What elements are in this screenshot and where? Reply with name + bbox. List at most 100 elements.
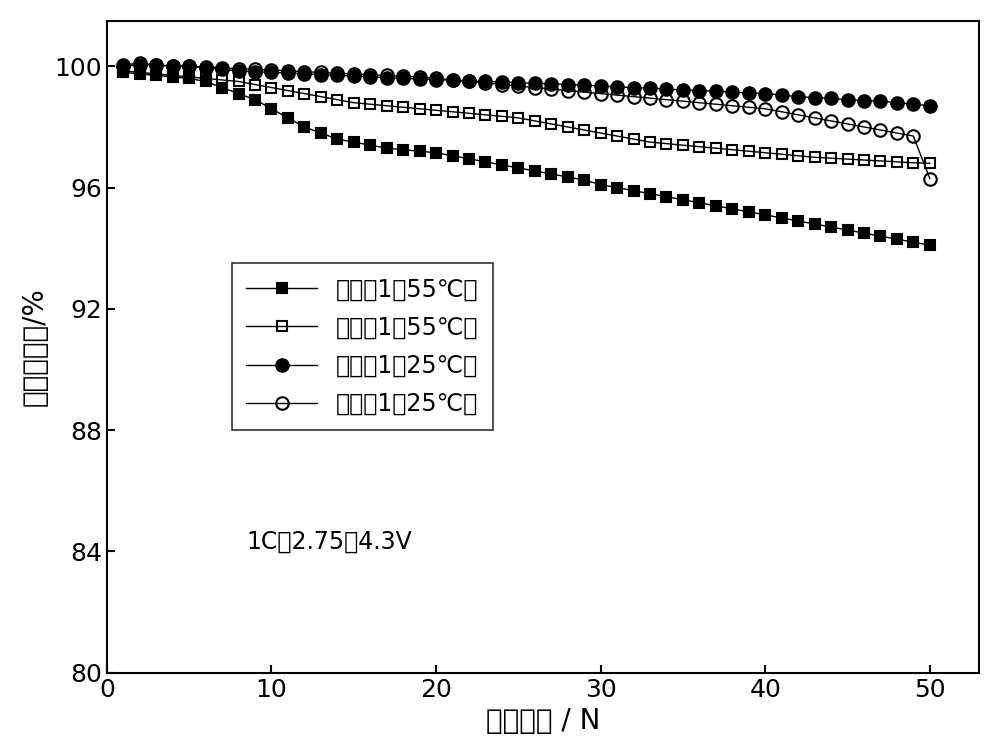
实施例1（25℃） (150, 60, 162, 70)
参照例1（25℃） (348, 72, 360, 81)
X-axis label: 循环圈数 / N: 循环圈数 / N (486, 707, 600, 735)
参照例1（55℃） (331, 135, 343, 144)
Line: 参照例1（55℃）: 参照例1（55℃） (118, 67, 935, 250)
实施例1（55℃） (348, 98, 360, 107)
参照例1（55℃） (150, 71, 162, 80)
实施例1（55℃） (874, 156, 886, 166)
实施例1（55℃） (315, 92, 327, 101)
实施例1（25℃） (660, 95, 672, 104)
实施例1（25℃） (282, 67, 294, 76)
参照例1（25℃） (611, 82, 623, 91)
实施例1（25℃） (611, 91, 623, 100)
参照例1（55℃） (298, 122, 310, 132)
参照例1（25℃） (134, 60, 146, 70)
参照例1（25℃） (578, 81, 590, 90)
参照例1（55℃） (644, 189, 656, 198)
参照例1（55℃） (677, 195, 689, 204)
实施例1（25℃） (677, 97, 689, 106)
实施例1（25℃） (348, 70, 360, 79)
参照例1（55℃） (743, 207, 755, 216)
参照例1（25℃） (315, 70, 327, 79)
参照例1（25℃） (874, 97, 886, 106)
实施例1（55℃） (298, 89, 310, 98)
参照例1（55℃） (200, 77, 212, 86)
实施例1（25℃） (858, 122, 870, 132)
实施例1（25℃） (545, 85, 557, 94)
参照例1（25℃） (496, 78, 508, 87)
实施例1（55℃） (414, 104, 426, 113)
参照例1（25℃） (265, 68, 277, 77)
参照例1（55℃） (479, 157, 491, 166)
参照例1（55℃） (216, 83, 228, 92)
参照例1（25℃） (117, 62, 129, 71)
参照例1（55℃） (611, 183, 623, 192)
实施例1（55℃） (216, 76, 228, 85)
Line: 实施例1（55℃）: 实施例1（55℃） (118, 66, 935, 168)
实施例1（25℃） (874, 125, 886, 135)
实施例1（25℃） (825, 116, 837, 125)
实施例1（55℃） (463, 109, 475, 118)
实施例1（55℃） (562, 122, 574, 132)
实施例1（25℃） (710, 100, 722, 109)
实施例1（25℃） (628, 92, 640, 101)
实施例1（25℃） (891, 129, 903, 138)
实施例1（55℃） (529, 116, 541, 125)
参照例1（25℃） (545, 79, 557, 88)
实施例1（55℃） (117, 67, 129, 76)
实施例1（55℃） (512, 113, 524, 122)
参照例1（25℃） (331, 71, 343, 80)
实施例1（55℃） (233, 77, 245, 86)
参照例1（55℃） (578, 175, 590, 184)
Y-axis label: 容量保持率/%: 容量保持率/% (21, 287, 49, 406)
参照例1（55℃） (430, 148, 442, 157)
实施例1（55℃） (907, 158, 919, 167)
参照例1（25℃） (660, 85, 672, 94)
参照例1（25℃） (430, 75, 442, 84)
参照例1（55℃） (414, 147, 426, 156)
实施例1（55℃） (265, 83, 277, 92)
Line: 实施例1（25℃）: 实施例1（25℃） (117, 57, 936, 184)
参照例1（25℃） (677, 85, 689, 94)
参照例1（55℃） (726, 204, 738, 213)
参照例1（55℃） (364, 141, 376, 150)
实施例1（25℃） (562, 86, 574, 95)
参照例1（25℃） (397, 74, 409, 83)
Line: 参照例1（25℃）: 参照例1（25℃） (117, 58, 936, 112)
参照例1（25℃） (595, 82, 607, 91)
参照例1（25℃） (200, 64, 212, 73)
实施例1（25℃） (924, 174, 936, 183)
实施例1（55℃） (858, 156, 870, 165)
参照例1（55℃） (924, 240, 936, 249)
参照例1（55℃） (545, 169, 557, 178)
参照例1（55℃） (463, 154, 475, 163)
实施例1（25℃） (233, 64, 245, 73)
实施例1（55℃） (578, 125, 590, 135)
参照例1（55℃） (282, 113, 294, 122)
实施例1（25℃） (479, 79, 491, 88)
实施例1（55℃） (397, 103, 409, 112)
参照例1（55℃） (249, 95, 261, 104)
参照例1（25℃） (216, 65, 228, 74)
参照例1（55℃） (595, 180, 607, 189)
实施例1（25℃） (842, 119, 854, 129)
参照例1（55℃） (167, 73, 179, 82)
参照例1（25℃） (381, 73, 393, 82)
Text: 1C，2.75～4.3V: 1C，2.75～4.3V (246, 529, 412, 553)
实施例1（25℃） (743, 103, 755, 112)
实施例1（55℃） (693, 142, 705, 151)
实施例1（55℃） (710, 144, 722, 153)
参照例1（25℃） (282, 69, 294, 78)
实施例1（55℃） (677, 141, 689, 150)
实施例1（25℃） (726, 101, 738, 110)
实施例1（25℃） (265, 66, 277, 75)
实施例1（25℃） (167, 62, 179, 71)
实施例1（25℃） (249, 65, 261, 74)
实施例1（25℃） (216, 64, 228, 73)
实施例1（55℃） (842, 154, 854, 163)
参照例1（55℃） (776, 213, 788, 222)
参照例1（55℃） (907, 237, 919, 246)
参照例1（25℃） (364, 73, 376, 82)
参照例1（55℃） (858, 228, 870, 237)
参照例1（25℃） (759, 89, 771, 98)
参照例1（25℃） (858, 96, 870, 105)
